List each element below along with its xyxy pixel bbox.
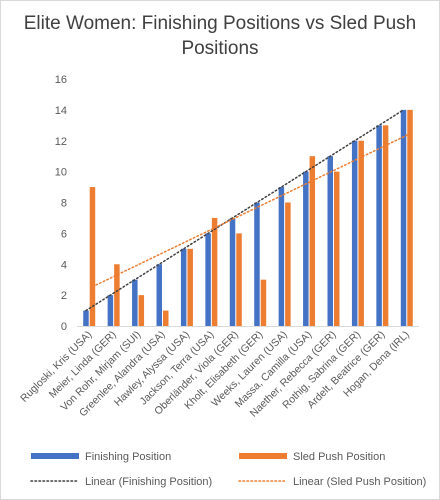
legend-linear-sled-push-position-label: Linear (Sled Push Position) [293,476,426,488]
y-tick-label: 0 [61,321,67,333]
finishing-position-bar [327,156,333,326]
bars [83,109,413,326]
legend: Finishing Position Sled Push Position Line… [30,451,426,488]
finishing-position-bar [83,310,89,326]
y-tick-label: 2 [61,290,67,302]
finishing-position-bar [132,279,138,326]
sled-push-position-bar [211,217,218,326]
finishing-trendline [85,109,405,312]
sled-push-position-bar [407,109,413,326]
sled-push-position-bar [236,233,242,326]
trendlines [85,109,411,312]
x-axis-tick-labels: Rugloski, Kris (USA)Meier, Linda (GER)Vo… [18,329,412,420]
finishing-position-bar [229,217,236,326]
chart-title: Elite Women: Finishing Positions vs Sled… [23,13,417,59]
finishing-position-bar [400,109,407,326]
sled-push-position-bar [358,140,364,326]
finishing-position-bar [205,233,211,326]
y-tick-label: 12 [55,136,67,148]
legend-finishing-position-swatch [31,453,79,459]
y-axis-tick-labels: 0 2 4 6 8 10 12 14 16 [55,74,67,333]
sled-push-position-bar [309,156,316,326]
sled-push-position-bar [382,125,389,326]
sled-push-position-bar [285,202,291,326]
sled-push-position-bar [89,187,96,326]
y-tick-label: 8 [61,198,67,210]
sled-push-position-bar [260,279,267,326]
finishing-position-bar [254,202,260,326]
sled-push-position-bar [138,295,145,326]
y-tick-label: 10 [55,167,67,179]
finishing-position-bar [107,295,114,326]
finishing-position-bar [156,264,162,326]
y-tick-label: 16 [55,74,67,86]
sled-push-trendline [91,132,411,288]
y-tick-label: 6 [61,228,67,240]
y-tick-label: 14 [55,105,67,117]
finishing-position-bar [180,248,187,326]
y-tick-label: 4 [61,259,67,271]
sled-push-position-bar [163,310,169,326]
finishing-position-bar [303,171,309,326]
sled-push-position-bar [114,264,120,326]
legend-sled-push-position-label: Sled Push Position [293,451,385,463]
finishing-position-bar [351,140,358,326]
sled-push-position-bar [334,171,340,326]
sled-push-position-bar [187,248,193,326]
legend-finishing-position-label: Finishing Position [85,451,171,463]
finishing-position-bar [278,187,285,326]
legend-linear-finishing-position-label: Linear (Finishing Position) [85,476,212,488]
finishing-position-bar [376,125,382,326]
legend-sled-push-position-swatch [239,453,287,459]
